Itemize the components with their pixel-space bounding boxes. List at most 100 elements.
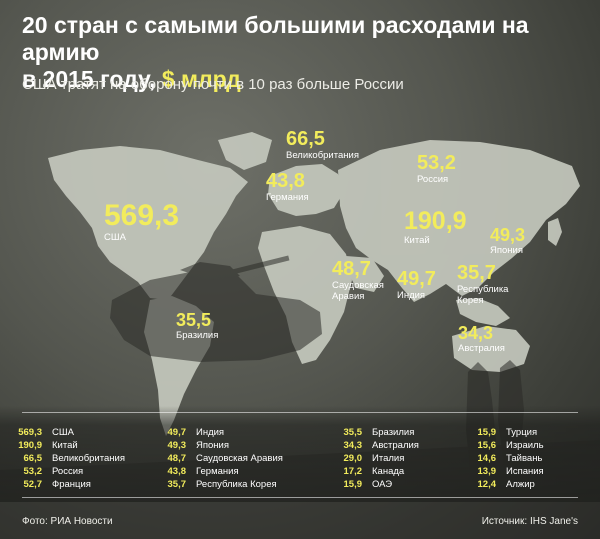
map-label-germany: 43,8 Германия	[266, 170, 309, 203]
table-row: 52,7 Франция	[4, 478, 125, 491]
table-column-3: 35,5 Бразилия 34,3 Австралия 29,0 Италия 17…	[324, 426, 419, 491]
map-label-uk: 66,5 Великобритания	[286, 128, 359, 161]
table-row: 35,7 Республика Корея	[148, 478, 283, 491]
row-value: 15,6	[477, 440, 497, 451]
north-america-shape	[48, 146, 248, 300]
southeast-asia-shape	[456, 298, 510, 326]
table-row: 48,7 Саудовская Аравия	[148, 452, 283, 465]
table-top-divider	[22, 412, 578, 413]
map-label-india: 49,7 Индия	[397, 268, 436, 301]
row-country: Турция	[506, 427, 538, 438]
table-column-1: 569,3 США 190,9 Китай 66,5 Великобритания 5…	[4, 426, 125, 491]
row-country: Бразилия	[372, 427, 415, 438]
source-credit: Источник: IHS Jane's	[481, 516, 578, 527]
row-country: Япония	[196, 440, 229, 451]
table-bottom-divider	[22, 497, 578, 498]
row-value: 190,9	[18, 440, 42, 451]
map-country: Бразилия	[176, 330, 219, 341]
row-country: Израиль	[506, 440, 544, 451]
map-country-line-2: Аравия	[332, 291, 365, 302]
chart-title: 20 стран с самыми большими расходами на …	[22, 12, 582, 93]
row-country: США	[52, 427, 74, 438]
row-value: 14,6	[477, 453, 497, 464]
table-column-2: 49,7 Индия 49,3 Япония 48,7 Саудовская Арав…	[148, 426, 283, 491]
row-country: Индия	[196, 427, 225, 438]
table-row: 49,7 Индия	[148, 426, 283, 439]
map-label-china: 190,9 Китай	[404, 207, 467, 247]
title-line-2-prefix: в 2015 году,	[22, 66, 156, 92]
row-country: Россия	[52, 466, 84, 477]
row-value: 12,4	[477, 479, 497, 490]
table-row: 14,6 Тайвань	[458, 452, 544, 465]
map-country-line-1: Саудовская	[332, 280, 384, 291]
map-label-russia: 53,2 Россия	[417, 152, 456, 185]
row-value: 13,9	[477, 466, 497, 477]
map-label-australia: 34,3 Австралия	[458, 323, 505, 354]
map-country: Австралия	[458, 343, 505, 354]
row-value: 49,7	[167, 427, 187, 438]
table-row: 15,6 Израиль	[458, 439, 544, 452]
table-row: 34,3 Австралия	[324, 439, 419, 452]
map-country-line-2: Корея	[457, 295, 484, 306]
map-label-saudi-arabia: 48,7 Саудовская Аравия	[332, 258, 384, 302]
row-country: Тайвань	[506, 453, 543, 464]
table-column-4: 15,9 Турция 15,6 Израиль 14,6 Тайвань 13,9 И…	[458, 426, 544, 491]
europe-shape	[268, 164, 344, 216]
row-value: 49,3	[167, 440, 187, 451]
japan-shape	[548, 218, 562, 246]
ranking-table: 569,3 США 190,9 Китай 66,5 Великобритания 5…	[0, 406, 600, 502]
greenland-shape	[218, 132, 272, 170]
row-value: 15,9	[477, 427, 497, 438]
table-row: 49,3 Япония	[148, 439, 283, 452]
row-value: 66,5	[23, 453, 43, 464]
row-country: Китай	[52, 440, 78, 451]
title-line-2: в 2015 году, $ млрд	[22, 66, 582, 93]
map-country: Германия	[266, 192, 309, 203]
row-country: Саудовская Аравия	[196, 453, 283, 464]
table-row: 29,0 Италия	[324, 452, 419, 465]
map-value: 53,2	[417, 152, 456, 174]
map-country: Великобритания	[286, 150, 359, 161]
row-country: Канада	[372, 466, 405, 477]
map-value: 49,3	[490, 225, 526, 245]
row-value: 53,2	[23, 466, 43, 477]
map-value: 48,7	[332, 258, 371, 280]
row-value: 29,0	[343, 453, 363, 464]
title-line-1: 20 стран с самыми большими расходами на …	[22, 12, 529, 65]
row-value: 52,7	[23, 479, 43, 490]
map-label-usa: 569,3 США	[104, 199, 180, 244]
map-country: США	[104, 232, 126, 243]
row-value: 569,3	[18, 427, 42, 438]
row-value: 48,7	[167, 453, 187, 464]
map-value: 66,5	[286, 128, 325, 150]
map-country: Китай	[404, 235, 430, 246]
table-row: 53,2 Россия	[4, 465, 125, 478]
map-country: Индия	[397, 290, 426, 301]
row-country: Германия	[196, 466, 239, 477]
photo-credit: Фото: РИА Новости	[22, 516, 113, 527]
table-row: 15,9 ОАЭ	[324, 478, 419, 491]
map-country: Россия	[417, 174, 449, 185]
map-value: 34,3	[458, 323, 494, 343]
map-value: 49,7	[397, 268, 436, 290]
row-value: 34,3	[343, 440, 363, 451]
row-country: Италия	[372, 453, 405, 464]
table-row: 15,9 Турция	[458, 426, 544, 439]
table-row: 569,3 США	[4, 426, 125, 439]
table-row: 35,5 Бразилия	[324, 426, 419, 439]
table-row: 12,4 Алжир	[458, 478, 544, 491]
table-row: 17,2 Канада	[324, 465, 419, 478]
map-label-brazil: 35,5 Бразилия	[176, 310, 218, 341]
row-country: Франция	[52, 479, 91, 490]
table-row: 190,9 Китай	[4, 439, 125, 452]
row-value: 35,7	[167, 479, 187, 490]
map-value: 190,9	[404, 207, 467, 235]
map-value: 569,3	[104, 199, 180, 232]
row-country: Республика Корея	[196, 479, 277, 490]
map-label-south-korea: 35,7 Республика Корея	[457, 262, 508, 306]
map-value: 43,8	[266, 170, 305, 192]
row-value: 17,2	[343, 466, 363, 477]
row-country: Испания	[506, 466, 544, 477]
table-row: 43,8 Германия	[148, 465, 283, 478]
